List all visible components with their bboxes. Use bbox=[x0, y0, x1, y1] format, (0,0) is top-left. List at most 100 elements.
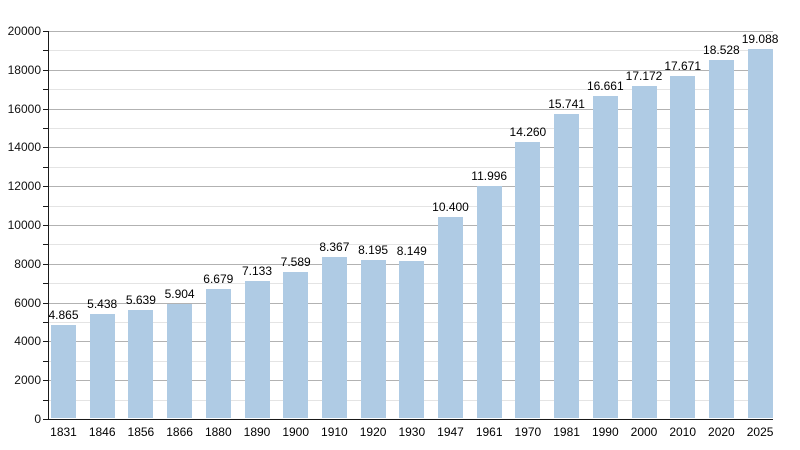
bar-value-label: 17.172 bbox=[625, 68, 663, 83]
y-axis-label: 20000 bbox=[7, 24, 41, 38]
bar-value-label: 10.400 bbox=[432, 200, 469, 215]
gridline-major bbox=[49, 147, 773, 149]
bar bbox=[360, 260, 386, 418]
y-axis-label: 8000 bbox=[14, 256, 41, 271]
bar-value-label: 6.679 bbox=[203, 272, 234, 287]
y-axis-label: 16000 bbox=[7, 101, 41, 116]
x-axis-label: 1846 bbox=[88, 425, 116, 439]
x-axis-label: 1990 bbox=[591, 425, 619, 439]
gridline-minor bbox=[49, 128, 773, 129]
x-axis-label: 1961 bbox=[475, 425, 503, 439]
y-axis-tick bbox=[43, 225, 48, 226]
x-axis-label: 1856 bbox=[127, 425, 155, 439]
bar bbox=[554, 113, 580, 418]
y-axis-tick bbox=[43, 89, 48, 91]
y-axis-tick bbox=[43, 205, 48, 207]
bar bbox=[51, 324, 76, 418]
bar-value-label: 7.133 bbox=[241, 263, 273, 278]
y-axis-tick bbox=[43, 302, 48, 304]
bar bbox=[438, 217, 463, 418]
y-axis-label: 12000 bbox=[7, 179, 41, 194]
y-axis-label: 14000 bbox=[7, 140, 41, 155]
y-axis-tick bbox=[43, 380, 48, 382]
bar-value-label: 18.528 bbox=[703, 42, 740, 57]
bar-value-label: 5.438 bbox=[87, 296, 118, 311]
bar bbox=[399, 260, 425, 418]
y-axis-tick bbox=[43, 166, 48, 168]
y-axis-tick bbox=[43, 31, 48, 32]
x-axis-label: 2000 bbox=[630, 425, 658, 439]
x-axis-label: 2025 bbox=[746, 425, 774, 439]
gridline-major bbox=[49, 31, 773, 32]
bar bbox=[128, 309, 154, 418]
bar bbox=[670, 76, 696, 418]
y-axis-tick bbox=[43, 283, 48, 285]
bar-value-label: 8.367 bbox=[319, 239, 350, 254]
x-axis-label: 1910 bbox=[321, 425, 348, 439]
y-axis-line bbox=[47, 31, 49, 420]
x-axis-label: 1831 bbox=[50, 425, 77, 439]
x-axis-line bbox=[47, 418, 773, 420]
y-axis-label: 10000 bbox=[7, 218, 41, 232]
bar-value-label: 11.996 bbox=[471, 169, 508, 184]
gridline-major bbox=[49, 69, 773, 71]
bar bbox=[89, 313, 115, 418]
x-axis-label: 1970 bbox=[514, 425, 542, 439]
bar bbox=[321, 256, 347, 418]
bar-value-label: 8.149 bbox=[396, 243, 427, 258]
bar-value-label: 15.741 bbox=[548, 96, 585, 111]
y-axis-tick bbox=[43, 360, 48, 362]
x-axis-label: 2010 bbox=[669, 425, 697, 439]
bar bbox=[747, 48, 773, 418]
bar bbox=[283, 271, 309, 418]
y-axis-tick bbox=[43, 263, 48, 265]
x-axis-label: 1866 bbox=[166, 425, 193, 439]
x-axis-label: 1947 bbox=[437, 425, 464, 439]
y-axis-label: 0 bbox=[34, 412, 41, 426]
bar bbox=[167, 304, 193, 418]
gridline-minor bbox=[49, 89, 773, 91]
y-axis-label: 6000 bbox=[14, 295, 41, 310]
y-axis-tick bbox=[43, 244, 48, 246]
x-axis-label: 1880 bbox=[204, 425, 232, 439]
bar-value-label: 17.671 bbox=[664, 59, 702, 74]
gridline-minor bbox=[49, 50, 773, 52]
x-axis-label: 1920 bbox=[359, 425, 387, 439]
bar bbox=[515, 142, 541, 418]
gridline-minor bbox=[49, 244, 773, 246]
bar bbox=[631, 85, 657, 418]
gridline-major bbox=[49, 186, 773, 188]
bar bbox=[592, 95, 618, 418]
gridline-minor bbox=[49, 166, 773, 168]
bar-value-label: 8.195 bbox=[358, 243, 389, 258]
bar bbox=[244, 280, 270, 418]
x-axis-label: 1890 bbox=[243, 425, 271, 439]
plot-area: 0 2000 4000 6000 8000 10000 12000 14000 16000 180… bbox=[8, 24, 779, 439]
x-axis-label: 1900 bbox=[282, 425, 310, 439]
y-axis-label: 4000 bbox=[14, 334, 41, 349]
y-axis-tick bbox=[43, 322, 48, 323]
bar-value-label: 5.904 bbox=[164, 287, 195, 302]
x-axis-label: 2020 bbox=[708, 425, 735, 439]
y-axis-tick bbox=[43, 108, 48, 110]
gridline-minor bbox=[49, 205, 773, 207]
bar bbox=[708, 59, 734, 418]
bar bbox=[205, 289, 231, 418]
y-axis-tick bbox=[43, 341, 48, 343]
y-axis-label: 18000 bbox=[7, 62, 41, 77]
y-axis-tick bbox=[43, 186, 48, 188]
y-axis-tick bbox=[43, 419, 48, 420]
y-axis-label: 2000 bbox=[14, 373, 41, 388]
bar bbox=[476, 186, 502, 418]
x-axis-label: 1981 bbox=[553, 425, 580, 439]
y-axis-tick bbox=[43, 69, 48, 71]
bar-value-label: 14.260 bbox=[509, 125, 547, 140]
bar-value-label: 5.639 bbox=[125, 292, 156, 307]
bar-value-label: 19.088 bbox=[741, 31, 779, 46]
gridline-major bbox=[49, 108, 773, 110]
bar-value-label: 16.661 bbox=[586, 78, 624, 93]
y-axis-tick bbox=[43, 399, 48, 401]
x-axis-label: 1930 bbox=[398, 425, 426, 439]
y-axis-tick bbox=[43, 147, 48, 149]
